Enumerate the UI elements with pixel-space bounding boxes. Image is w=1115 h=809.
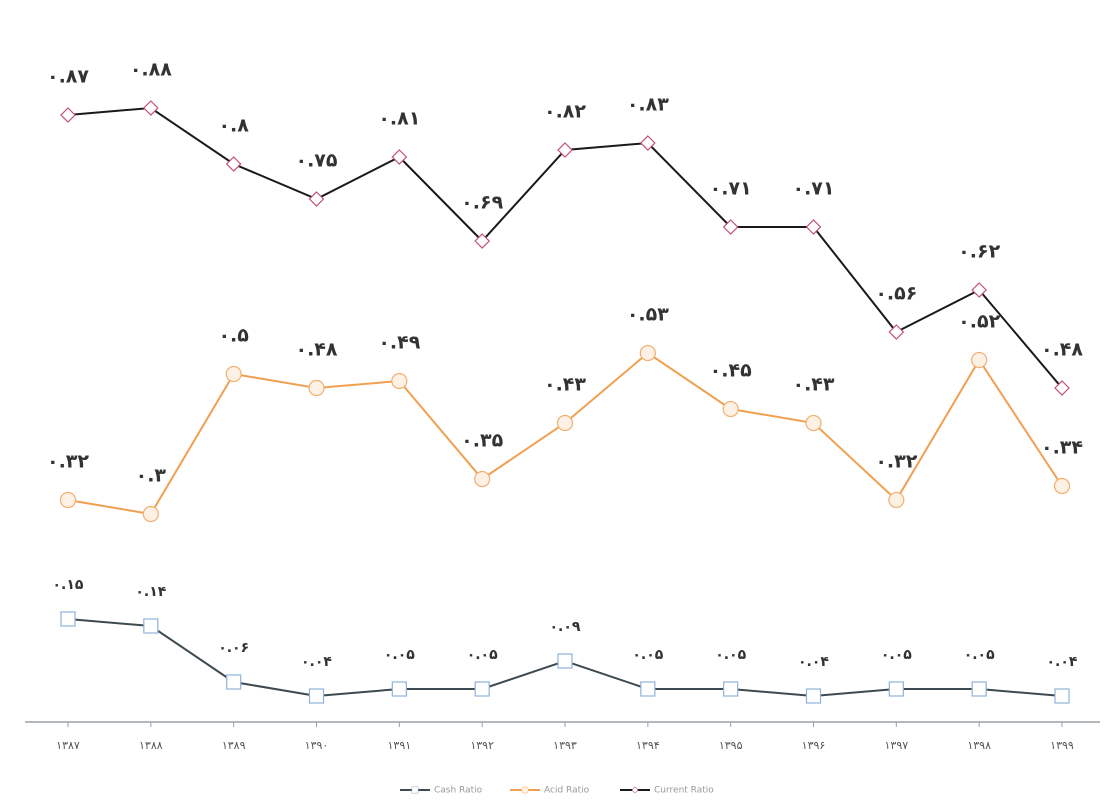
- marker: [226, 674, 242, 690]
- x-tick-label: ۱۳۹۲: [470, 739, 494, 752]
- marker: [805, 219, 822, 235]
- legend-marker: [631, 786, 639, 794]
- data-label: ۰.۸۳: [627, 94, 669, 116]
- x-tick-label: ۱۳۹۹: [1050, 739, 1074, 752]
- marker: [308, 379, 325, 397]
- marker: [722, 219, 739, 235]
- marker: [225, 365, 242, 383]
- marker: [1054, 380, 1070, 396]
- data-label: ۰.۸۷: [47, 66, 89, 88]
- marker: [1053, 477, 1071, 495]
- marker: [391, 681, 407, 697]
- data-label: ۰.۸۸: [130, 59, 172, 81]
- data-label: ۰.۸۱: [378, 108, 420, 130]
- marker: [971, 351, 988, 369]
- marker: [722, 400, 739, 418]
- marker: [888, 324, 905, 340]
- x-tick-label: ۱۳۹۳: [553, 739, 577, 752]
- x-tick-label: ۱۳۸۹: [222, 739, 246, 752]
- data-label: ۰.۳۴: [1041, 437, 1083, 459]
- data-label: ۰.۵۶: [875, 283, 917, 305]
- x-tick-label: ۱۳۹۰: [305, 739, 329, 752]
- data-label: ۰.۷۵: [295, 150, 337, 172]
- x-tick-label: ۱۳۸۷: [56, 739, 80, 752]
- data-label: ۰.۴۸: [1041, 339, 1083, 361]
- data-label: ۰.۸: [218, 115, 249, 137]
- data-label: ۰.۱۴: [135, 584, 166, 600]
- data-label: ۰.۰۵: [881, 647, 912, 663]
- data-label: ۰.۰۵: [715, 647, 746, 663]
- data-label: ۰.۰۹: [550, 619, 581, 635]
- data-label: ۰.۴۳: [544, 374, 586, 396]
- data-label: ۰.۰۴: [1047, 654, 1078, 670]
- marker: [723, 681, 739, 697]
- data-label: ۰.۵۳: [627, 304, 669, 326]
- legend-marker: [411, 786, 419, 794]
- marker: [142, 100, 159, 116]
- marker: [557, 653, 573, 669]
- data-label: ۰.۰۴: [798, 654, 829, 670]
- marker: [142, 505, 159, 523]
- data-label: ۰.۰۵: [632, 647, 663, 663]
- data-label: ۰.۰۶: [218, 640, 249, 656]
- legend-label: Cash Ratio: [434, 786, 483, 796]
- data-label: ۰.۴۹: [378, 332, 420, 354]
- data-label: ۰.۴۳: [792, 374, 834, 396]
- marker: [888, 491, 905, 509]
- data-label: ۰.۵۲: [958, 311, 1000, 333]
- legend-label: Acid Ratio: [544, 786, 590, 796]
- marker: [59, 491, 77, 509]
- data-label: ۰.۷۱: [792, 178, 834, 200]
- marker: [971, 681, 987, 697]
- marker: [308, 191, 325, 207]
- marker: [557, 142, 573, 158]
- marker: [225, 156, 242, 172]
- data-label: ۰.۴۸: [295, 339, 337, 361]
- data-label: ۰.۳۵: [461, 430, 503, 452]
- marker: [308, 688, 325, 704]
- data-label: ۰.۰۴: [301, 654, 332, 670]
- marker: [805, 414, 822, 432]
- marker: [639, 344, 656, 362]
- marker: [639, 135, 656, 151]
- data-label: ۰.۶۲: [958, 241, 1000, 263]
- data-label: ۰.۰۵: [384, 647, 415, 663]
- data-label: ۰.۴۵: [710, 360, 752, 382]
- marker: [805, 688, 822, 704]
- x-tick-label: ۱۳۹۶: [802, 739, 826, 752]
- marker: [391, 149, 408, 165]
- data-label: ۰.۶۹: [461, 192, 503, 214]
- marker: [60, 107, 76, 123]
- data-label: ۰.۳: [136, 465, 167, 487]
- data-label: ۰.۳۲: [47, 451, 89, 473]
- marker: [474, 233, 491, 249]
- marker: [391, 372, 408, 390]
- marker: [143, 618, 159, 634]
- data-label: ۰.۷۱: [710, 178, 752, 200]
- marker: [60, 611, 76, 627]
- data-label: ۰.۵: [218, 325, 249, 347]
- x-tick-label: ۱۳۹۴: [636, 739, 660, 752]
- x-tick-label: ۱۳۹۵: [719, 739, 743, 752]
- data-label: ۰.۸۲: [544, 101, 586, 123]
- x-tick-label: ۱۳۹۸: [967, 739, 991, 752]
- legend-label: Current Ratio: [654, 786, 714, 796]
- marker: [1054, 688, 1070, 704]
- x-tick-label: ۱۳۹۱: [388, 739, 412, 752]
- data-label: ۰.۱۵: [53, 577, 84, 593]
- legend-marker: [521, 786, 529, 794]
- data-label: ۰.۳۲: [875, 451, 917, 473]
- marker: [971, 282, 988, 298]
- marker: [474, 470, 491, 488]
- marker: [640, 681, 656, 697]
- marker: [474, 681, 490, 697]
- data-label: ۰.۰۵: [964, 647, 995, 663]
- data-label: ۰.۰۵: [467, 647, 498, 663]
- x-tick-label: ۱۳۹۷: [885, 739, 909, 752]
- x-tick-label: ۱۳۸۸: [139, 739, 163, 752]
- marker: [556, 414, 574, 432]
- marker: [888, 681, 904, 697]
